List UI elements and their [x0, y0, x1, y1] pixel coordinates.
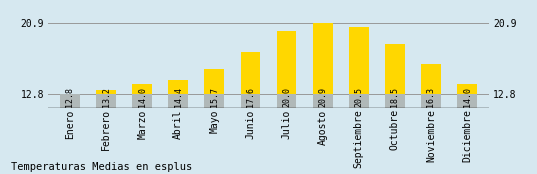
Bar [385, 94, 405, 108]
Bar [168, 94, 188, 108]
Bar [421, 64, 441, 94]
Text: 20.5: 20.5 [354, 87, 363, 107]
Bar [132, 84, 152, 94]
Text: 12.8: 12.8 [66, 87, 75, 107]
Text: 20.0: 20.0 [282, 87, 291, 107]
Bar [96, 90, 116, 94]
Text: 14.0: 14.0 [462, 87, 471, 107]
Text: 17.6: 17.6 [246, 87, 255, 107]
Bar [457, 84, 477, 94]
Text: 16.3: 16.3 [426, 87, 436, 107]
Bar [349, 94, 369, 108]
Text: 15.7: 15.7 [210, 87, 219, 107]
Text: 20.9: 20.9 [318, 87, 327, 107]
Text: 14.4: 14.4 [174, 87, 183, 107]
Bar [205, 94, 224, 108]
Bar [421, 94, 441, 108]
Text: 18.5: 18.5 [390, 87, 400, 107]
Bar [96, 94, 116, 108]
Text: 13.2: 13.2 [101, 87, 111, 107]
Bar [313, 94, 332, 108]
Bar [241, 94, 260, 108]
Text: Temperaturas Medias en esplus: Temperaturas Medias en esplus [11, 162, 192, 172]
Bar [385, 44, 405, 94]
Bar [277, 31, 296, 94]
Bar [241, 52, 260, 94]
Bar [60, 94, 80, 108]
Bar [313, 23, 332, 94]
Bar [132, 94, 152, 108]
Text: 14.0: 14.0 [137, 87, 147, 107]
Bar [168, 80, 188, 94]
Bar [349, 27, 369, 94]
Bar [277, 94, 296, 108]
Bar [205, 69, 224, 94]
Bar [457, 94, 477, 108]
